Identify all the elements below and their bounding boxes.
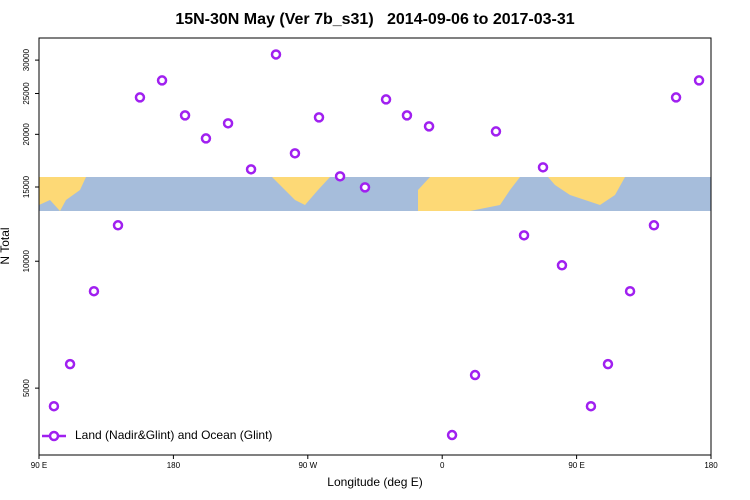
data-point — [423, 121, 435, 132]
data-point — [156, 75, 168, 86]
data-point — [648, 220, 660, 231]
plot-frame — [38, 37, 712, 456]
chart-title: 15N-30N May (Ver 7b_s31) 2014-09-06 to 2… — [175, 11, 574, 28]
x-axis-label: Longitude (deg E) — [327, 475, 422, 489]
data-point — [469, 369, 481, 381]
x-tick-label: 90 E — [568, 461, 584, 470]
x-tick-label: 180 — [167, 461, 181, 470]
data-point — [380, 94, 392, 105]
data-point — [334, 171, 346, 182]
data-point — [270, 49, 282, 60]
data-point — [490, 126, 502, 137]
data-point — [693, 75, 705, 86]
x-tick-label: 90 E — [31, 461, 47, 470]
data-point — [537, 162, 549, 173]
data-point — [556, 260, 568, 271]
data-point — [624, 285, 636, 297]
data-point — [134, 92, 146, 103]
y-tick-label: 25000 — [22, 82, 31, 105]
x-tick-label: 0 — [440, 461, 445, 470]
data-point — [112, 220, 124, 231]
legend-label: Land (Nadir&Glint) and Ocean (Glint) — [75, 428, 272, 442]
data-point — [289, 148, 301, 159]
y-tick-label: 10000 — [22, 250, 31, 273]
y-tick-label: 20000 — [22, 123, 31, 146]
data-point — [88, 285, 100, 297]
y-tick-label: 30000 — [22, 48, 31, 71]
data-point — [359, 182, 371, 193]
y-axis-label: N Total — [0, 227, 12, 264]
data-point — [446, 429, 458, 441]
map-strip — [39, 177, 711, 211]
x-tick-label: 180 — [704, 461, 718, 470]
data-point — [585, 400, 597, 412]
data-point — [64, 358, 76, 370]
data-point — [313, 112, 325, 123]
y-tick-label: 15000 — [22, 175, 31, 198]
x-tick-label: 90 W — [298, 461, 317, 470]
data-point — [670, 92, 682, 103]
legend-marker — [48, 430, 60, 442]
data-point — [518, 230, 530, 241]
data-point — [602, 358, 614, 370]
y-tick-label: 5000 — [22, 379, 31, 397]
data-point — [401, 110, 413, 121]
data-point — [245, 164, 257, 175]
data-point — [222, 118, 234, 129]
data-point — [200, 133, 212, 144]
data-point — [48, 400, 60, 412]
data-point — [179, 110, 191, 121]
